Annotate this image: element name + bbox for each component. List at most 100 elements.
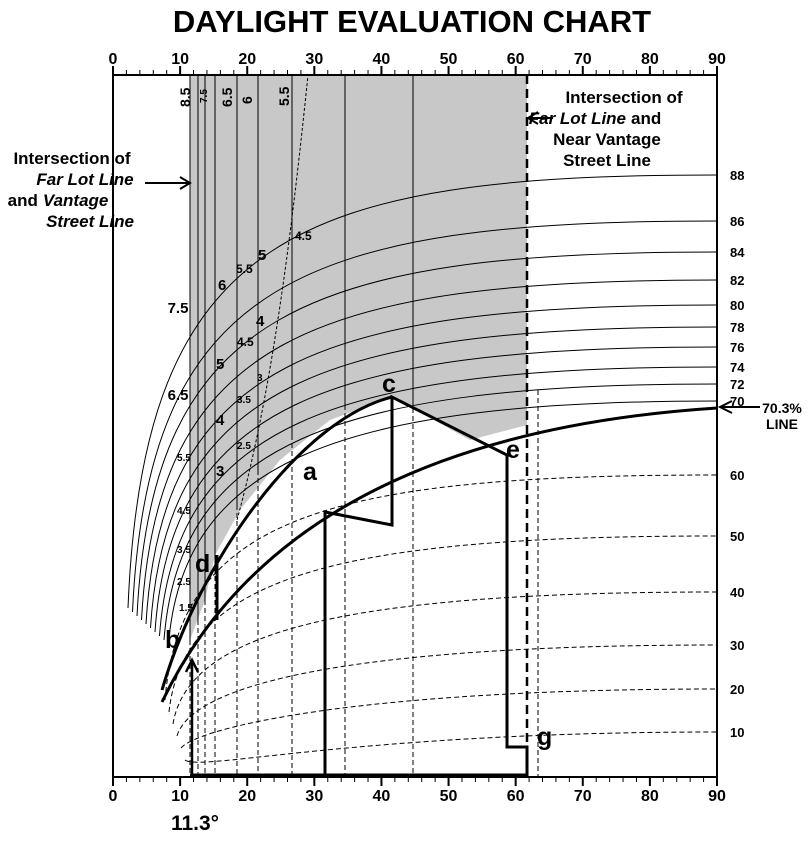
- curve: [172, 591, 718, 725]
- point-label: b: [165, 626, 180, 654]
- curve: [159, 366, 718, 637]
- note-line: Intersection of: [565, 88, 682, 107]
- x-tick-label: 80: [641, 788, 659, 805]
- dotted-curve: [236, 74, 309, 521]
- curve-label: 3.5: [177, 545, 191, 556]
- curve-label: 72: [730, 377, 744, 392]
- curve: [141, 279, 718, 621]
- x-tick-label: 80: [641, 51, 659, 68]
- curve: [145, 304, 718, 625]
- x-tick-label: 60: [507, 51, 525, 68]
- curve-label: 86: [730, 214, 744, 229]
- curve-label: 50: [730, 529, 744, 544]
- annotation: Intersection of Far Lot Line and Vantage Str…: [8, 149, 134, 231]
- inner-label: 3: [216, 463, 224, 480]
- curve-label: 5.5: [177, 453, 191, 464]
- note-line: Far Lot Line: [529, 109, 626, 128]
- note-line: Vantage: [43, 191, 109, 210]
- curve-label: 76: [730, 340, 744, 355]
- note-line: 70.3%: [762, 400, 802, 416]
- x-tick-label: 40: [373, 788, 391, 805]
- curve-label: 84: [730, 245, 745, 260]
- x-tick-label: 50: [440, 788, 458, 805]
- inner-label: 4: [256, 313, 265, 330]
- top-label: 6: [239, 96, 255, 104]
- inner-label: 5: [216, 356, 224, 373]
- inner-label: 4: [216, 412, 225, 429]
- shaded-area: [190, 75, 527, 640]
- curve-label: 88: [730, 168, 744, 183]
- arrow: [526, 111, 553, 125]
- top-label: 7.5: [199, 89, 210, 103]
- curve-label: 30: [730, 638, 744, 653]
- curve: [136, 251, 718, 617]
- line-note: 70.3% LINE: [762, 400, 802, 432]
- curve: [168, 400, 718, 645]
- curve-label: 82: [730, 273, 744, 288]
- note-line: Intersection of: [13, 149, 130, 168]
- arrow: [184, 657, 200, 775]
- point-label: d: [195, 550, 210, 578]
- note-line: Street Line: [46, 212, 134, 231]
- inner-label: 4.5: [237, 335, 254, 349]
- curve: [150, 326, 718, 629]
- curve-label: 2.5: [177, 577, 191, 588]
- point-label: g: [537, 723, 552, 751]
- inner-label: 6: [218, 277, 226, 294]
- inner-label: 3: [257, 373, 263, 384]
- top-label: 5.5: [276, 86, 292, 106]
- upper-thick-curve: [160, 395, 393, 691]
- inner-label: 4.5: [295, 229, 312, 243]
- x-tick-label: 10: [171, 51, 189, 68]
- note-line: and: [631, 109, 661, 128]
- point-label: a: [303, 458, 318, 486]
- curve: [164, 474, 718, 701]
- note-line: Street Line: [563, 151, 651, 170]
- curve-label: 80: [730, 298, 744, 313]
- curve-label: 7.5: [168, 300, 189, 317]
- x-tick-label: 40: [373, 51, 391, 68]
- curve-label: 1.5: [179, 603, 193, 614]
- x-tick-label: 0: [109, 51, 118, 68]
- x-tick-label: 70: [574, 51, 592, 68]
- arrow: [717, 400, 760, 414]
- chart-title: DAYLIGHT EVALUATION CHART: [173, 4, 651, 39]
- line-70-3: [160, 406, 718, 703]
- frame: [112, 74, 718, 778]
- curve-label: 74: [730, 360, 745, 375]
- curve-label: 40: [730, 585, 744, 600]
- inner-label: 2.5: [237, 441, 251, 452]
- curve: [132, 220, 718, 613]
- arrow: [145, 176, 192, 190]
- inner-label: 5: [258, 247, 266, 264]
- x-tick-label: 20: [238, 51, 256, 68]
- top-label: 8.5: [177, 87, 193, 107]
- curve-label: 4.5: [177, 506, 191, 517]
- x-tick-label: 20: [238, 788, 256, 805]
- x-tick-label: 90: [708, 51, 726, 68]
- angle-label: 11.3°: [171, 812, 219, 835]
- curve-label: 60: [730, 468, 744, 483]
- note-line: Far Lot Line: [36, 170, 133, 189]
- curve-label: 10: [730, 725, 744, 740]
- curve: [168, 535, 718, 713]
- x-tick-label: 90: [708, 788, 726, 805]
- x-tick-label: 70: [574, 788, 592, 805]
- curve: [163, 383, 718, 641]
- point-label: c: [382, 370, 396, 398]
- curve-label: 20: [730, 682, 744, 697]
- curve: [154, 346, 718, 633]
- x-tick-label: 30: [305, 788, 323, 805]
- x-tick-label: 50: [440, 51, 458, 68]
- point-label: e: [506, 436, 520, 464]
- x-tick-label: 10: [171, 788, 189, 805]
- curve: [184, 731, 718, 763]
- x-tick-label: 30: [305, 51, 323, 68]
- annotation: Intersection of Far Lot Line and Near Vanta…: [529, 88, 683, 170]
- top-label: 6.5: [219, 87, 235, 107]
- note-line: and: [8, 191, 38, 210]
- curve-label: 6.5: [168, 387, 189, 404]
- note-line: Near Vantage: [553, 130, 661, 149]
- inner-label: 5.5: [236, 262, 253, 276]
